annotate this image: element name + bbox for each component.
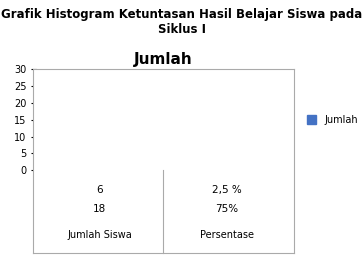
Text: Persentase: Persentase	[200, 230, 254, 240]
Legend: Jumlah: Jumlah	[303, 111, 362, 128]
Text: 18: 18	[93, 204, 106, 214]
Text: 2,5 %: 2,5 %	[212, 185, 242, 195]
Text: Grafik Histogram Ketuntasan Hasil Belajar Siswa pada
Siklus I: Grafik Histogram Ketuntasan Hasil Belaja…	[1, 8, 362, 36]
Text: 6: 6	[97, 185, 103, 195]
Bar	[48, 89, 125, 170]
Text: Jumlah Siswa: Jumlah Siswa	[68, 230, 132, 240]
Title: Jumlah: Jumlah	[134, 52, 193, 66]
Bar	[202, 167, 279, 170]
Text: 75%: 75%	[215, 204, 238, 214]
